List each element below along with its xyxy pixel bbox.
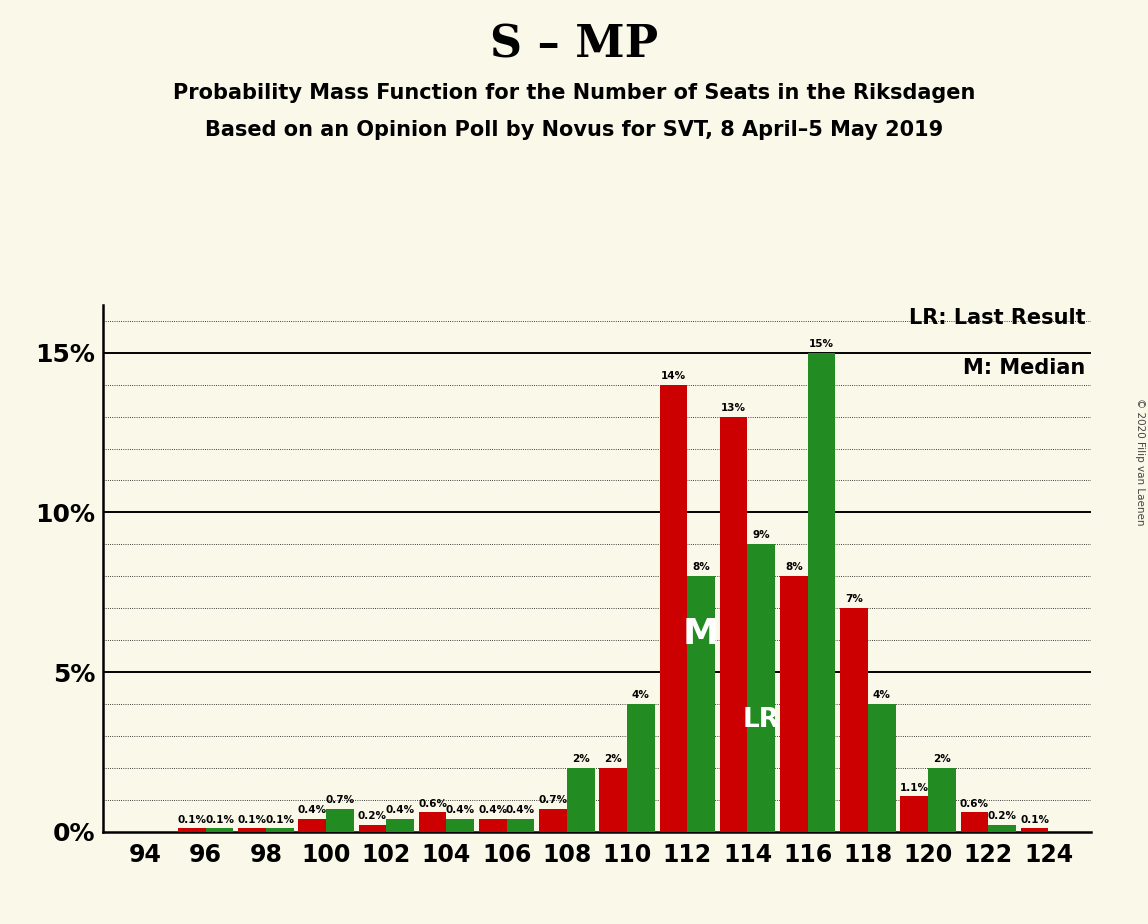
Bar: [840, 608, 868, 832]
Bar: [567, 768, 595, 832]
Bar: [178, 829, 205, 832]
Text: 0.1%: 0.1%: [1021, 815, 1049, 824]
Text: 0.1%: 0.1%: [205, 815, 234, 824]
Bar: [419, 812, 447, 832]
Bar: [747, 544, 775, 832]
Bar: [1021, 829, 1048, 832]
Text: 0.1%: 0.1%: [238, 815, 266, 824]
Text: 14%: 14%: [661, 371, 687, 381]
Bar: [928, 768, 956, 832]
Bar: [688, 577, 715, 832]
Bar: [868, 704, 895, 832]
Bar: [266, 829, 294, 832]
Text: 0.4%: 0.4%: [506, 805, 535, 815]
Text: Probability Mass Function for the Number of Seats in the Riksdagen: Probability Mass Function for the Number…: [173, 83, 975, 103]
Text: 9%: 9%: [752, 530, 770, 541]
Text: LR: LR: [743, 707, 779, 733]
Bar: [540, 809, 567, 832]
Bar: [386, 819, 414, 832]
Bar: [961, 812, 988, 832]
Text: 0.7%: 0.7%: [325, 796, 355, 806]
Bar: [479, 819, 506, 832]
Text: 0.4%: 0.4%: [445, 805, 475, 815]
Text: 0.4%: 0.4%: [297, 805, 327, 815]
Text: 2%: 2%: [572, 754, 590, 764]
Bar: [900, 796, 928, 832]
Bar: [298, 819, 326, 832]
Bar: [720, 417, 747, 832]
Text: 2%: 2%: [604, 754, 622, 764]
Bar: [326, 809, 354, 832]
Bar: [779, 577, 808, 832]
Text: M: Median: M: Median: [963, 358, 1086, 378]
Text: 0.1%: 0.1%: [265, 815, 294, 824]
Text: 8%: 8%: [692, 563, 709, 572]
Bar: [358, 825, 386, 832]
Text: 0.2%: 0.2%: [358, 811, 387, 821]
Text: 2%: 2%: [933, 754, 951, 764]
Text: 8%: 8%: [785, 563, 802, 572]
Text: M: M: [683, 616, 719, 650]
Text: 0.6%: 0.6%: [418, 798, 447, 808]
Text: 0.7%: 0.7%: [538, 796, 567, 806]
Bar: [808, 353, 836, 832]
Bar: [447, 819, 474, 832]
Bar: [205, 829, 233, 832]
Bar: [627, 704, 654, 832]
Bar: [506, 819, 534, 832]
Text: S – MP: S – MP: [490, 23, 658, 67]
Text: 0.4%: 0.4%: [386, 805, 414, 815]
Text: 13%: 13%: [721, 403, 746, 413]
Text: Based on an Opinion Poll by Novus for SVT, 8 April–5 May 2019: Based on an Opinion Poll by Novus for SV…: [204, 120, 944, 140]
Text: 0.1%: 0.1%: [177, 815, 207, 824]
Text: 0.6%: 0.6%: [960, 798, 988, 808]
Text: 4%: 4%: [872, 690, 891, 700]
Bar: [988, 825, 1016, 832]
Text: LR: Last Result: LR: Last Result: [909, 308, 1086, 327]
Bar: [599, 768, 627, 832]
Text: 4%: 4%: [631, 690, 650, 700]
Bar: [238, 829, 266, 832]
Text: 1.1%: 1.1%: [900, 783, 929, 793]
Text: 0.4%: 0.4%: [479, 805, 507, 815]
Text: © 2020 Filip van Laenen: © 2020 Filip van Laenen: [1135, 398, 1145, 526]
Text: 15%: 15%: [809, 339, 833, 349]
Bar: [660, 384, 688, 832]
Text: 0.2%: 0.2%: [987, 811, 1017, 821]
Text: 7%: 7%: [845, 594, 863, 604]
